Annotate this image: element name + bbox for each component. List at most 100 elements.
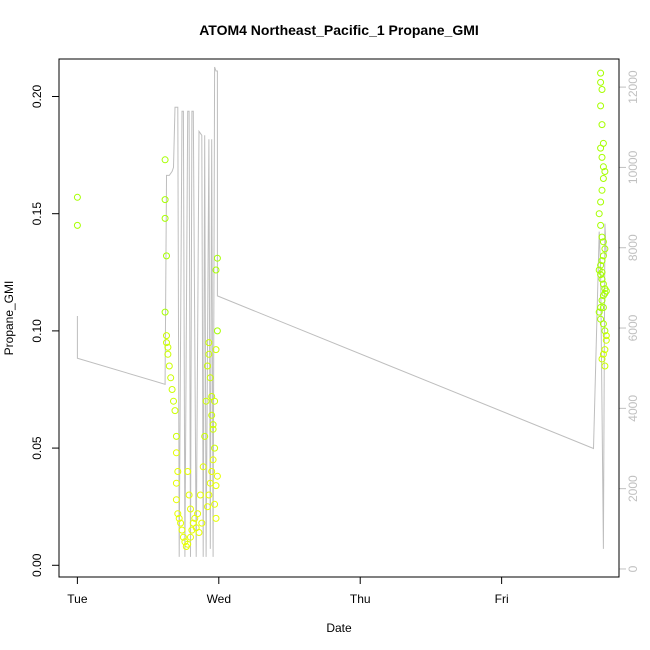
data-point: [598, 268, 606, 276]
data-point: [209, 425, 217, 433]
data-point: [213, 327, 221, 335]
y-tick-label: 0.10: [30, 319, 44, 343]
data-point: [598, 86, 606, 93]
data-point: [161, 196, 169, 204]
data-point: [598, 233, 606, 241]
data-point: [179, 533, 187, 541]
x-tick-label: Thu: [350, 592, 371, 606]
data-point: [172, 432, 180, 440]
data-point: [213, 254, 221, 262]
data-point: [205, 339, 213, 347]
data-point: [211, 444, 219, 452]
data-point: [206, 374, 214, 382]
data-point: [205, 491, 213, 499]
data-point: [202, 397, 210, 405]
data-point: [599, 280, 607, 288]
data-point: [185, 491, 193, 499]
data-point: [597, 198, 605, 206]
data-point: [168, 386, 176, 393]
altitude-line: [76, 66, 607, 557]
data-point: [208, 468, 216, 475]
data-point: [212, 266, 220, 274]
y2-tick-label: 8000: [626, 234, 640, 261]
data-point: [204, 503, 211, 511]
data-point: [597, 102, 605, 110]
y2-tick-label: 2000: [626, 475, 640, 502]
data-point: [598, 275, 606, 283]
x-tick-label: Tue: [67, 592, 88, 606]
altitude-series: [76, 66, 607, 557]
y-tick-label: 0.15: [30, 202, 44, 226]
data-point: [161, 308, 169, 316]
data-point: [209, 456, 217, 464]
data-point: [187, 533, 194, 541]
data-point: [161, 156, 169, 164]
data-point: [595, 308, 603, 316]
y-axis: 0.00 0.05 0.10 0.15 0.20: [30, 85, 60, 577]
y-tick-label: 0.20: [30, 85, 44, 109]
x-axis: Tue Wed Thu Fri: [67, 576, 509, 606]
data-point: [164, 350, 172, 358]
data-point: [163, 332, 170, 340]
data-point: [597, 69, 605, 77]
y-tick-label: 0.05: [30, 436, 44, 460]
data-point: [198, 519, 206, 527]
y2-tick-label: 10000: [626, 150, 640, 184]
points-series: [73, 69, 610, 550]
data-point: [598, 153, 606, 161]
y2-tick-label: 12000: [626, 70, 640, 104]
data-point: [597, 78, 605, 86]
data-point: [599, 252, 607, 260]
data-point: [208, 411, 216, 419]
x-tick-label: Fri: [495, 592, 509, 606]
data-point: [599, 238, 607, 246]
y2-tick-label: 0: [626, 565, 640, 572]
data-point: [211, 500, 219, 508]
data-point: [171, 407, 179, 415]
data-point: [178, 526, 186, 534]
data-point: [184, 468, 192, 475]
data-point: [595, 210, 603, 218]
data-point: [194, 510, 202, 518]
data-point: [167, 374, 175, 382]
data-point: [602, 332, 610, 340]
data-point: [174, 468, 182, 475]
data-point: [598, 121, 606, 129]
y2-tick-label: 4000: [626, 395, 640, 422]
data-point: [597, 221, 605, 229]
data-point: [599, 304, 607, 311]
data-point: [195, 529, 203, 536]
data-point: [597, 144, 605, 152]
data-point: [601, 362, 609, 370]
data-point: [212, 482, 220, 490]
y2-tick-label: 6000: [626, 314, 640, 341]
data-point: [598, 355, 606, 363]
data-point: [184, 540, 192, 548]
y-axis-label: Propane_GMI: [2, 281, 16, 356]
data-point: [599, 350, 607, 358]
data-point: [161, 214, 169, 222]
data-point: [601, 346, 609, 354]
data-point: [172, 479, 180, 487]
data-point: [163, 252, 170, 260]
data-point: [213, 472, 221, 480]
data-point: [211, 397, 219, 405]
data-point: [209, 421, 217, 429]
x-tick-label: Wed: [207, 592, 231, 606]
data-point: [73, 221, 81, 229]
data-point: [599, 175, 607, 182]
data-point: [602, 336, 610, 344]
y-tick-label: 0.00: [30, 553, 44, 577]
data-point: [597, 304, 605, 311]
data-point: [599, 320, 607, 328]
data-point: [201, 432, 209, 440]
data-point: [73, 193, 81, 201]
data-point: [164, 343, 172, 351]
data-point: [206, 479, 214, 487]
data-point: [598, 296, 606, 304]
data-point: [163, 339, 170, 347]
data-point: [205, 350, 213, 358]
data-point: [601, 327, 609, 335]
data-point: [601, 168, 609, 175]
